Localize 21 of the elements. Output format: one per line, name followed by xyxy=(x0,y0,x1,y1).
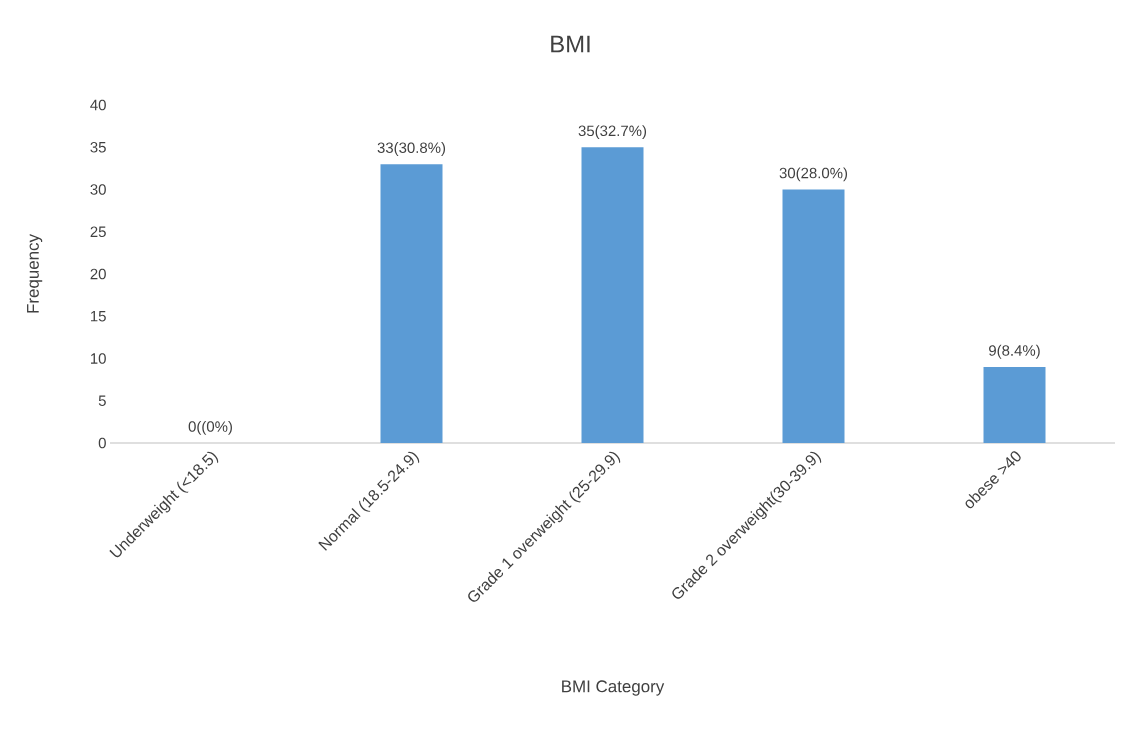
bar xyxy=(581,147,644,443)
y-tick-label: 35 xyxy=(90,141,106,153)
data-label: 35(32.7%) xyxy=(578,125,647,140)
y-tick-label: 25 xyxy=(90,226,106,238)
y-tick-label: 20 xyxy=(90,268,106,280)
bar xyxy=(782,189,845,443)
bar xyxy=(983,366,1046,443)
data-label: 9(8.4%) xyxy=(989,344,1040,359)
y-axis-title: Frequency xyxy=(27,234,43,313)
x-axis-title: BMI Category xyxy=(562,680,665,696)
y-tick-label: 10 xyxy=(91,353,106,364)
chart-title: BMI xyxy=(551,35,590,53)
y-tick-label: 5 xyxy=(98,395,106,406)
y-tick-label: 40 xyxy=(90,99,106,111)
data-label: 0((0%) xyxy=(188,420,232,435)
data-label: 30(28.0%) xyxy=(779,167,848,182)
y-tick-label: 15 xyxy=(91,311,106,322)
y-tick-label: 0 xyxy=(98,437,106,449)
data-label: 33(30.8%) xyxy=(377,142,446,156)
y-tick-label: 30 xyxy=(90,184,106,195)
bar xyxy=(380,164,443,443)
